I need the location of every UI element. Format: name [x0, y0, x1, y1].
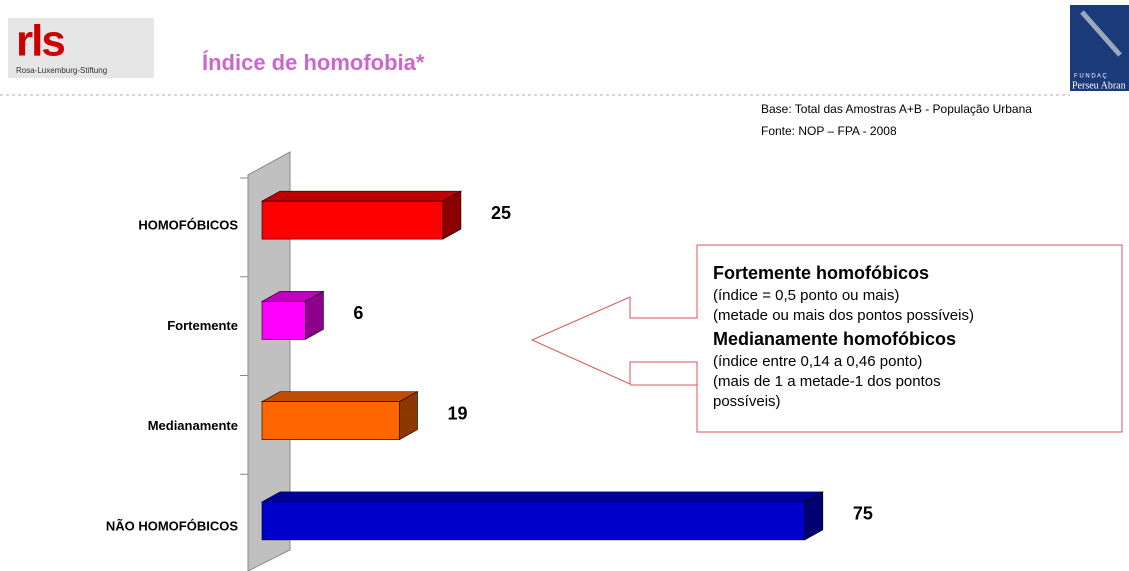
callout-line: (índice entre 0,14 a 0,46 ponto) — [713, 353, 922, 370]
bar-face — [305, 291, 324, 340]
bar — [260, 290, 325, 340]
callout-arrow — [530, 244, 1123, 433]
callout-heading: Medianamente homofóbicos — [713, 329, 956, 349]
data-label: 25 — [491, 203, 511, 223]
bar-face — [262, 391, 418, 402]
callout-line: (índice = 0,5 ponto ou mais) — [713, 287, 899, 304]
bar-face — [262, 191, 461, 202]
right-logo — [1070, 5, 1129, 91]
data-label: 75 — [853, 504, 873, 524]
bar — [260, 491, 824, 541]
callout-line: (mais de 1 a metade-1 dos pontos — [713, 373, 941, 390]
bar — [260, 190, 463, 240]
y-tick-label: Fortemente — [167, 318, 238, 333]
bar-face — [261, 401, 400, 440]
bar — [260, 391, 419, 441]
logo: rls — [16, 17, 64, 66]
bar-face — [804, 491, 823, 540]
logo-subtitle: Rosa-Luxemburg-Stiftung — [16, 66, 107, 75]
data-label: 19 — [448, 403, 468, 423]
logo-pen — [1080, 10, 1122, 57]
bar-face — [261, 200, 444, 240]
logo-box — [8, 18, 154, 78]
chart-title: Índice de homofobia* — [202, 50, 425, 75]
bar-face — [262, 291, 324, 302]
note: Fonte: NOP – FPA - 2008 — [761, 124, 897, 138]
bar-face — [262, 491, 823, 502]
bar-face — [399, 391, 418, 440]
right-logo-top: F U N D A Ç — [1074, 74, 1107, 80]
y-tick-label: Medianamente — [148, 418, 238, 433]
y-tick-label: HOMOFÓBICOS — [138, 218, 238, 233]
data-label: 6 — [353, 303, 363, 323]
axis-wall — [247, 151, 291, 571]
callout-line: (metade ou mais dos pontos possíveis) — [713, 307, 974, 324]
y-tick-label: NÃO HOMOFÓBICOS — [106, 518, 238, 533]
bar-face — [442, 191, 461, 240]
note: Base: Total das Amostras A+B - População… — [761, 102, 1032, 116]
right-logo-bottom: Perseu Abran — [1072, 80, 1126, 91]
callout-heading: Fortemente homofóbicos — [713, 263, 929, 283]
bar-face — [261, 301, 306, 340]
callout-line: possíveis) — [713, 393, 781, 410]
bar-face — [261, 501, 806, 541]
